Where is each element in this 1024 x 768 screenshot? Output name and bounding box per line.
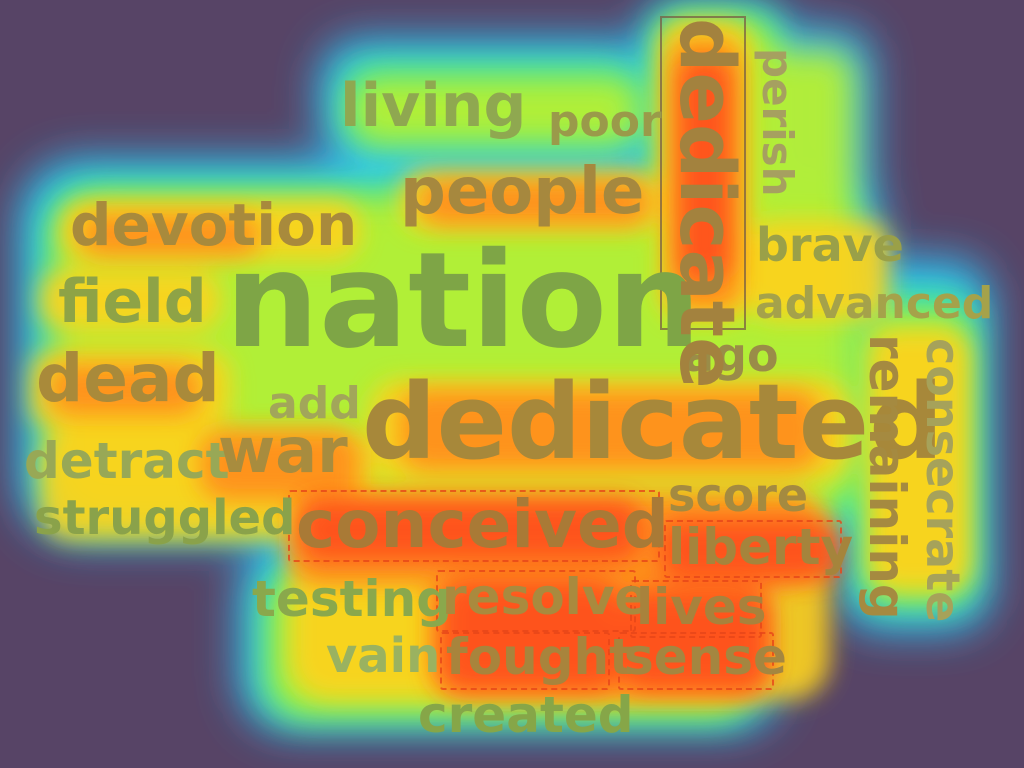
word-dead: dead: [36, 340, 220, 417]
word-sense: sense: [624, 628, 787, 686]
word-struggled: struggled: [34, 490, 296, 546]
word-lives: lives: [636, 578, 767, 636]
word-war: war: [218, 414, 348, 487]
word-consecrate: consecrate: [916, 338, 970, 623]
word-living: living: [340, 71, 527, 141]
word-dedicated: dedicated: [362, 361, 944, 483]
word-testing: testing: [252, 570, 452, 628]
word-detract: detract: [24, 432, 230, 490]
word-vain: vain: [326, 628, 441, 684]
word-people: people: [400, 155, 645, 229]
word-fought: fought: [446, 628, 633, 686]
word-resolve: resolve: [442, 568, 649, 626]
word-liberty: liberty: [668, 518, 854, 576]
word-perish: perish: [753, 48, 802, 197]
conceived-box: [288, 490, 660, 562]
word-add: add: [268, 378, 361, 429]
word-remaining: remaining: [858, 334, 916, 620]
word-field: field: [58, 267, 207, 337]
word-brave: brave: [756, 218, 904, 272]
liberty-box: [664, 520, 842, 578]
fought-box: [440, 632, 610, 690]
word-score: score: [668, 468, 809, 522]
word-ago: ago: [683, 328, 779, 382]
word-nation: nation: [225, 224, 702, 378]
word-conceived: conceived: [296, 486, 669, 563]
word-dedicate: dedicate: [663, 18, 752, 389]
word-advanced: advanced: [755, 278, 994, 329]
dedicate-box: [660, 16, 746, 330]
word-created: created: [418, 686, 634, 744]
resolve-box: [436, 570, 636, 632]
sense-box: [618, 632, 774, 690]
word-poor: poor: [548, 96, 662, 147]
word-devotion: devotion: [70, 191, 358, 259]
lives-box: [630, 580, 762, 638]
